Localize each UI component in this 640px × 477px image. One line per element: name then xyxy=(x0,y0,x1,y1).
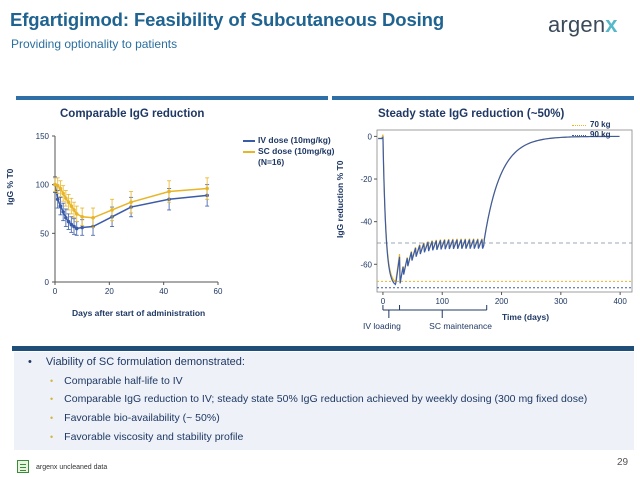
page-number: 29 xyxy=(617,457,629,468)
legend-label-n: (N=16) xyxy=(258,157,285,167)
bullet-marker: • xyxy=(28,356,32,368)
legend-marker-90kg xyxy=(572,134,586,136)
legend-item-n: (N=16) xyxy=(243,157,335,168)
y-tick-label: 0 xyxy=(368,132,373,141)
sub-bullet-marker: • xyxy=(50,413,54,423)
data-point-sc xyxy=(66,200,71,204)
x-tick-label: 40 xyxy=(159,287,168,296)
sub-bullet-marker: • xyxy=(50,394,54,404)
footer-note: argenx uncleaned data xyxy=(36,464,108,471)
bullet-text: Favorable viscosity and stability profil… xyxy=(64,431,244,443)
data-point-iv xyxy=(74,226,79,231)
slide-subtitle: Providing optionality to patients xyxy=(11,37,178,51)
data-point-sc xyxy=(129,200,133,204)
x-tick-label: 400 xyxy=(613,297,627,306)
right-chart-ylabel: IgG reduction % T0 xyxy=(335,160,345,238)
data-point-sc xyxy=(167,189,171,194)
bullet-item: • Favorable bio-availability (~ 50%) xyxy=(50,412,220,424)
x-tick-label: 200 xyxy=(495,297,509,306)
data-point-iv xyxy=(58,204,63,208)
bullet-main-text: Viability of SC formulation demonstrated… xyxy=(45,356,245,368)
bullet-item: • Favorable viscosity and stability profi… xyxy=(50,431,243,443)
x-tick-label: 20 xyxy=(105,287,114,296)
series-line-90kg xyxy=(378,135,620,286)
data-point-sc xyxy=(205,186,209,191)
data-point-sc xyxy=(74,212,79,216)
legend-item-90kg: 90 kg xyxy=(572,130,610,140)
x-tick-label: 100 xyxy=(436,297,450,306)
y-tick-label: -40 xyxy=(360,218,372,227)
legend-item-sc: SC dose (10mg/kg) xyxy=(243,146,335,157)
y-tick-label: 100 xyxy=(36,181,50,190)
y-tick-label: 150 xyxy=(36,132,50,141)
document-icon xyxy=(17,460,29,473)
left-chart-legend: IV dose (10mg/kg) SC dose (10mg/kg) (N=1… xyxy=(243,135,335,168)
legend-label-iv: IV dose (10mg/kg) xyxy=(258,135,331,145)
x-tick-label: 0 xyxy=(381,297,386,306)
logo-x: x xyxy=(605,12,618,37)
right-chart-legend: 70 kg 90 kg xyxy=(572,120,610,140)
right-panel-header-bar xyxy=(332,96,634,100)
bullets-box xyxy=(14,352,634,450)
data-point-sc xyxy=(64,196,68,201)
y-tick-label: 50 xyxy=(40,229,49,238)
sub-bullet-marker: • xyxy=(50,376,54,386)
phase-label-sc-maintenance: SC maintenance xyxy=(429,321,492,331)
sub-bullet-marker: • xyxy=(50,432,54,442)
bullet-text: Favorable bio-availability (~ 50%) xyxy=(64,412,220,424)
logo-text: argen xyxy=(548,12,606,37)
legend-item-iv: IV dose (10mg/kg) xyxy=(243,135,335,146)
y-tick-label: 0 xyxy=(45,278,50,287)
data-point-sc xyxy=(58,186,63,191)
left-panel-header-bar xyxy=(16,96,328,100)
bullet-item: • Comparable half-life to IV xyxy=(50,375,183,387)
data-point-sc xyxy=(91,215,95,220)
data-point-iv xyxy=(66,219,71,224)
legend-label-70kg: 70 kg xyxy=(590,120,611,129)
bullet-text: Comparable IgG reduction to IV; steady s… xyxy=(64,393,588,405)
phase-label-iv-loading: IV loading xyxy=(363,321,401,331)
series-line-70kg xyxy=(378,134,620,283)
bullet-item: • Comparable IgG reduction to IV; steady … xyxy=(50,393,587,405)
data-point-sc xyxy=(80,214,84,219)
x-tick-label: 300 xyxy=(554,297,568,306)
legend-marker-sc xyxy=(243,150,255,153)
left-chart: 0 50 100 150 0 20 40 60 xyxy=(36,132,223,296)
legend-marker-iv xyxy=(243,139,255,142)
data-point-sc xyxy=(110,208,114,212)
legend-label-sc: SC dose (10mg/kg) xyxy=(258,146,335,156)
bullet-text: Comparable half-life to IV xyxy=(64,375,183,387)
brand-logo: argenx xyxy=(548,12,618,38)
data-point-sc xyxy=(69,204,74,208)
legend-marker-70kg xyxy=(572,124,586,126)
y-tick-label: -60 xyxy=(360,260,372,269)
data-point-iv xyxy=(61,210,65,214)
data-point-sc xyxy=(61,191,65,196)
bullet-main: • Viability of SC formulation demonstrate… xyxy=(28,356,245,368)
data-point-sc xyxy=(53,182,57,187)
right-chart-title: Steady state IgG reduction (~50%) xyxy=(378,108,565,120)
data-point-iv xyxy=(69,222,74,227)
legend-item-70kg: 70 kg xyxy=(572,120,610,130)
data-point-iv xyxy=(64,215,68,220)
data-point-sc xyxy=(55,183,60,188)
left-chart-ylabel: IgG % T0 xyxy=(5,168,15,205)
x-tick-label: 0 xyxy=(53,287,58,296)
x-tick-label: 60 xyxy=(214,287,223,296)
left-chart-xlabel: Days after start of administration xyxy=(72,308,206,318)
right-chart: 0 -20 -40 -60 0 100 200 300 400 IV loading SC main… xyxy=(360,129,633,331)
data-point-iv xyxy=(80,225,84,230)
right-chart-xlabel: Time (days) xyxy=(502,312,550,322)
bullets-header-bar xyxy=(12,346,634,351)
plot-frame xyxy=(376,129,633,293)
data-point-iv xyxy=(55,197,60,202)
data-point-iv xyxy=(72,224,76,229)
data-point-sc xyxy=(72,208,76,212)
slide-title: Efgartigimod: Feasibility of Subcutaneou… xyxy=(10,9,445,30)
y-tick-label: -20 xyxy=(360,175,372,184)
legend-label-90kg: 90 kg xyxy=(590,130,611,139)
left-chart-title: Comparable IgG reduction xyxy=(60,108,205,120)
